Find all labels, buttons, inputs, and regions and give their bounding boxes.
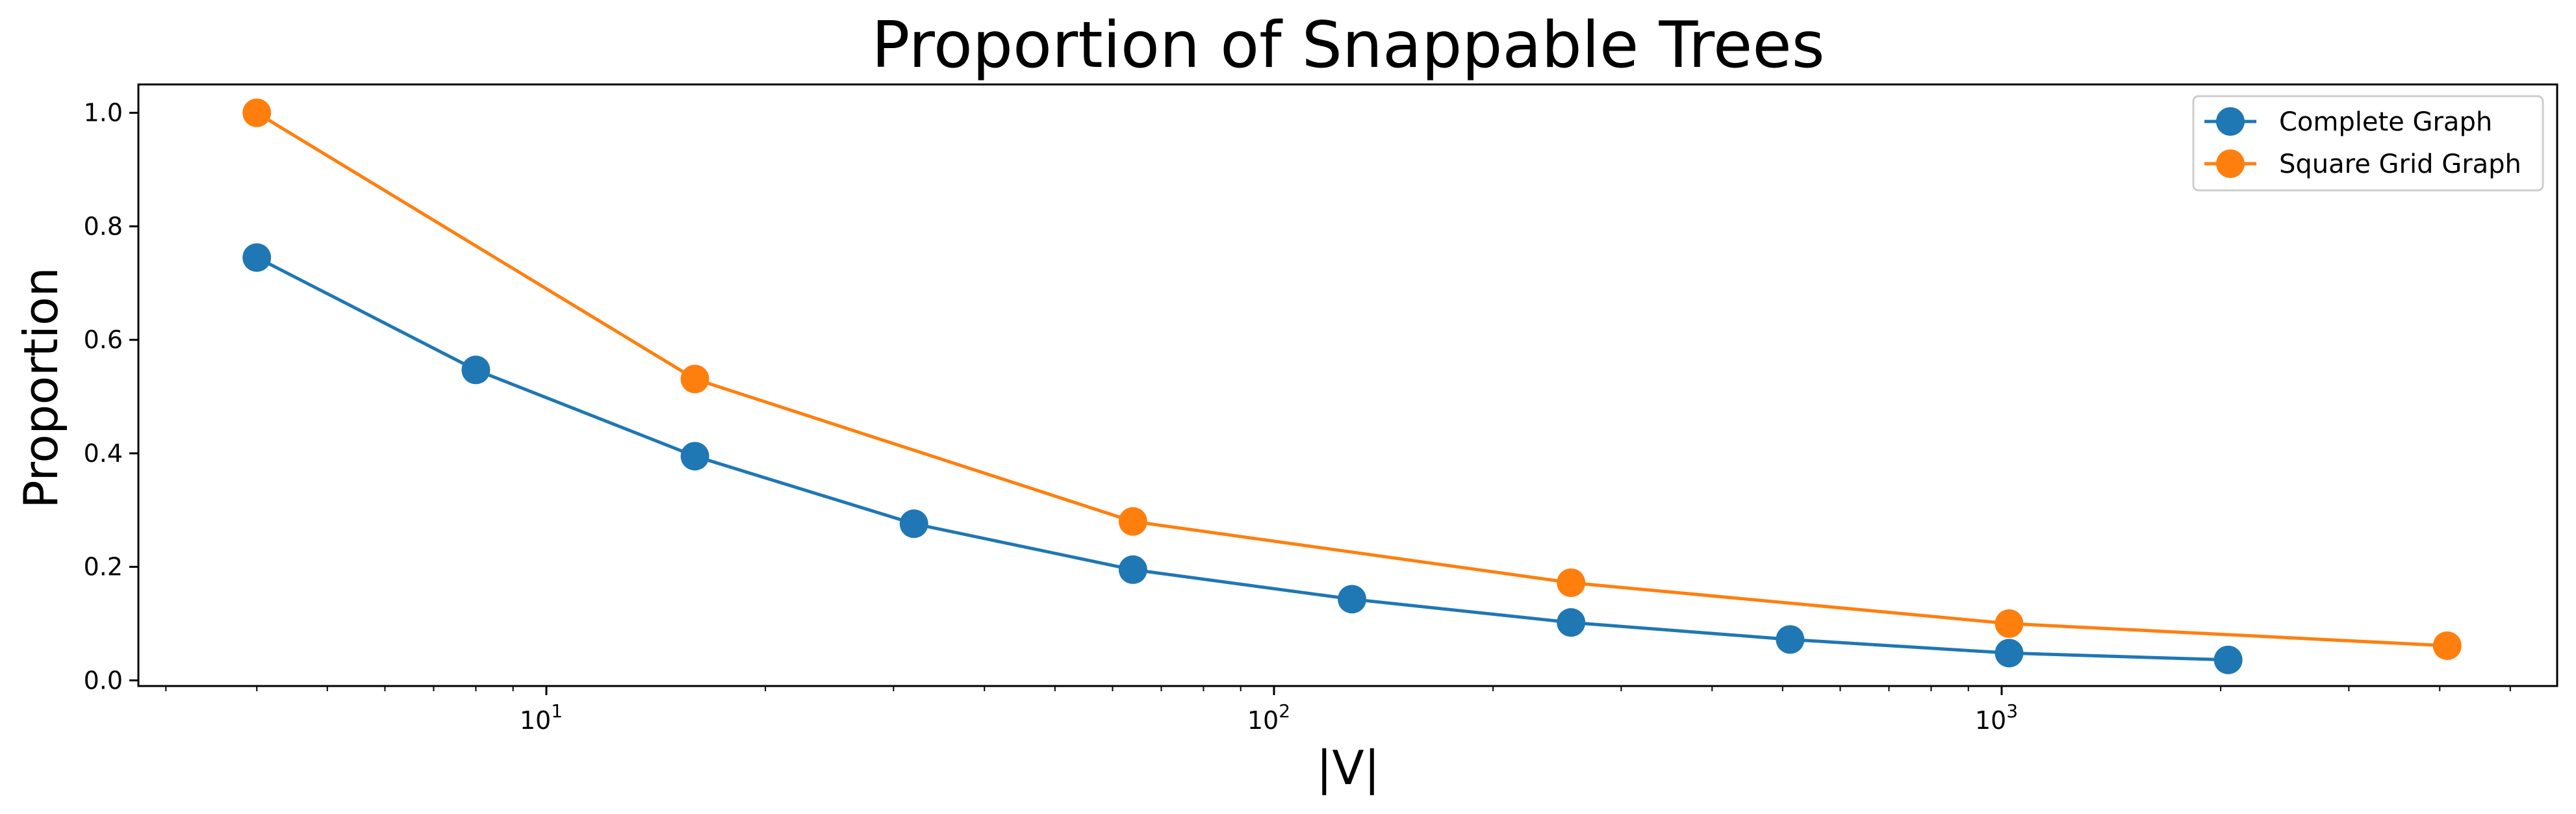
legend-label: Complete Graph [2279, 107, 2492, 137]
series-line [256, 111, 2447, 648]
data-point [680, 364, 709, 394]
data-point [1557, 608, 1586, 637]
data-point [1118, 555, 1147, 584]
x-tick-exponent: 3 [2006, 700, 2018, 722]
series-layer [242, 98, 2462, 674]
data-point [1338, 585, 1367, 614]
x-tick-label: 101 [520, 700, 563, 735]
y-tick-label: 1.0 [84, 99, 123, 127]
x-tick-base: 10 [1975, 706, 2006, 735]
x-tick-label: 103 [1975, 700, 2018, 735]
data-point [1995, 609, 2024, 638]
data-point [1118, 507, 1147, 536]
legend-marker [2216, 107, 2245, 136]
data-point [1995, 639, 2024, 668]
x-tick-label: 102 [1247, 700, 1290, 735]
data-point [2213, 645, 2243, 674]
legend-frame [2192, 95, 2544, 192]
data-point [461, 355, 491, 385]
x-tick-exponent: 1 [551, 700, 563, 722]
series-line [256, 256, 2228, 662]
data-point [899, 509, 928, 539]
y-tick-label: 0.4 [84, 439, 123, 468]
legend-marker [2216, 149, 2245, 178]
data-point [680, 442, 709, 471]
data-point [242, 98, 272, 127]
y-tick-label: 0.8 [84, 212, 123, 240]
legend-label: Square Grid Graph [2279, 149, 2521, 179]
y-tick-label: 0.6 [84, 325, 123, 354]
x-tick-exponent: 2 [1279, 700, 1290, 722]
data-point [242, 243, 272, 272]
y-tick-label: 0.0 [84, 666, 123, 694]
data-point [2432, 631, 2462, 660]
plot-frame [137, 83, 2558, 687]
y-tick-label: 0.2 [84, 553, 123, 581]
x-tick-base: 10 [1247, 706, 1279, 735]
series-square-grid-graph [242, 98, 2462, 660]
x-tick-base: 10 [520, 706, 551, 735]
x-axis-title: |V| [1316, 741, 1380, 796]
legend: Complete Graph Square Grid Graph [2192, 95, 2544, 192]
chart-title: Proportion of Snappable Trees [871, 8, 1824, 83]
data-point [1776, 625, 1805, 654]
series-complete-graph [242, 243, 2243, 674]
data-point [1557, 568, 1586, 598]
y-axis-title: Proportion [14, 267, 68, 509]
